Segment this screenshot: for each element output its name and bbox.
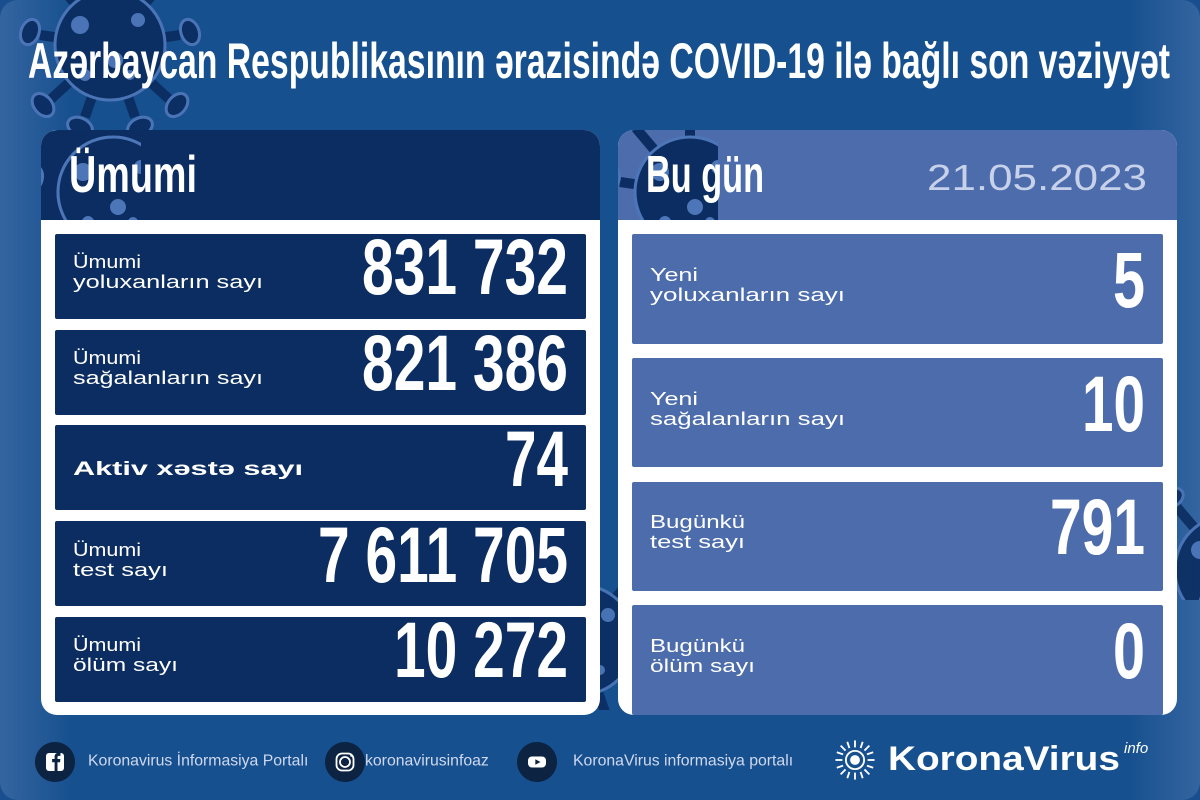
svg-text:sağalanların sayı: sağalanların sayı bbox=[650, 409, 845, 429]
svg-text:Yeni: Yeni bbox=[650, 265, 698, 285]
svg-text:Azərbaycan Respublikasının əra: Azərbaycan Respublikasının ərazisində CO… bbox=[28, 33, 1170, 89]
svg-text:21.05.2023: 21.05.2023 bbox=[927, 157, 1147, 198]
svg-text:Yeni: Yeni bbox=[650, 389, 698, 409]
svg-text:Ümumi: Ümumi bbox=[73, 635, 141, 655]
svg-text:10: 10 bbox=[1082, 359, 1145, 448]
svg-text:sağalanların sayı: sağalanların sayı bbox=[73, 368, 263, 388]
svg-text:Bugünkü: Bugünkü bbox=[650, 512, 745, 532]
svg-text:test sayı: test sayı bbox=[73, 560, 168, 580]
svg-text:ölüm sayı: ölüm sayı bbox=[73, 655, 178, 675]
svg-text:Ümumi: Ümumi bbox=[73, 252, 141, 272]
svg-text:Aktiv xəstə sayı: Aktiv xəstə sayı bbox=[73, 459, 303, 480]
svg-text:Bugünkü: Bugünkü bbox=[650, 636, 745, 656]
svg-text:Ümumi: Ümumi bbox=[73, 348, 141, 368]
svg-text:yoluxanların sayı: yoluxanların sayı bbox=[650, 285, 845, 305]
svg-text:10 272: 10 272 bbox=[394, 605, 568, 694]
svg-text:831 732: 831 732 bbox=[362, 222, 568, 311]
svg-text:791: 791 bbox=[1050, 482, 1145, 571]
svg-text:0: 0 bbox=[1113, 606, 1145, 695]
svg-text:Ümumi: Ümumi bbox=[69, 146, 197, 204]
svg-text:ölüm sayı: ölüm sayı bbox=[650, 656, 755, 676]
svg-text:821 386: 821 386 bbox=[362, 318, 568, 407]
svg-text:yoluxanların sayı: yoluxanların sayı bbox=[73, 272, 263, 292]
svg-text:5: 5 bbox=[1113, 235, 1145, 324]
svg-text:test sayı: test sayı bbox=[650, 532, 745, 552]
svg-text:Ümumi: Ümumi bbox=[73, 540, 141, 560]
svg-text:Bu gün: Bu gün bbox=[646, 146, 764, 204]
svg-text:74: 74 bbox=[505, 414, 568, 503]
svg-text:7 611 705: 7 611 705 bbox=[318, 510, 568, 599]
